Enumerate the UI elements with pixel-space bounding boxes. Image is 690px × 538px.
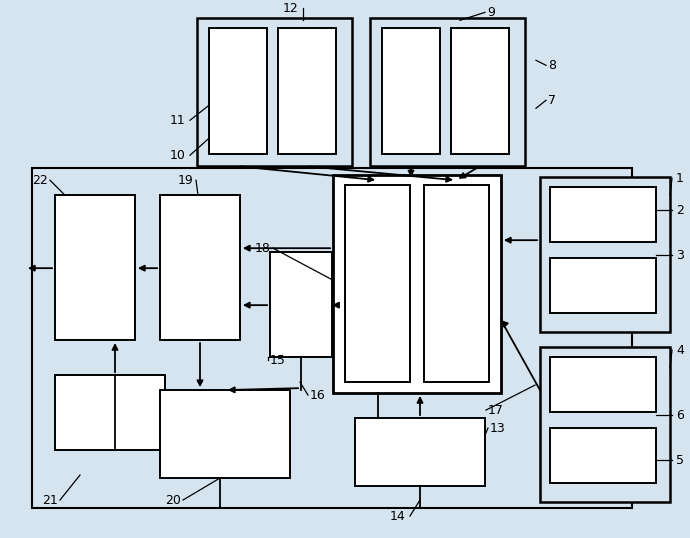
Bar [209,29,267,154]
Text: 6: 6 [676,408,684,422]
Bar [355,418,485,486]
Bar [370,18,525,166]
Bar [550,187,656,242]
Bar [55,375,165,450]
Bar [333,175,501,393]
Bar [270,252,332,357]
Text: 1: 1 [676,172,684,185]
Text: 7: 7 [548,94,556,107]
Text: 14: 14 [390,509,406,522]
Bar [550,428,656,483]
Bar [540,347,670,502]
Bar [160,195,240,340]
Bar [550,357,656,412]
Bar [278,29,336,154]
Text: 4: 4 [676,344,684,357]
Text: 19: 19 [178,174,194,187]
Text: 13: 13 [490,422,506,435]
Text: 3: 3 [676,249,684,261]
Bar [540,177,670,332]
Bar [32,168,632,508]
Text: 18: 18 [255,242,271,254]
Text: 12: 12 [283,2,299,15]
Bar [55,195,135,340]
Text: 16: 16 [310,388,326,401]
Text: 5: 5 [676,454,684,466]
Text: 10: 10 [170,148,186,162]
Bar [382,29,440,154]
Text: 20: 20 [165,493,181,506]
Bar [451,29,509,154]
Bar [424,185,489,382]
Text: 22: 22 [32,174,48,187]
Text: 11: 11 [170,114,186,127]
Bar [160,390,290,478]
Text: 2: 2 [676,204,684,217]
Text: 8: 8 [548,59,556,72]
Text: 17: 17 [488,404,504,416]
Bar [550,258,656,313]
Text: 9: 9 [487,6,495,19]
Text: 21: 21 [42,493,58,506]
Bar [197,18,352,166]
Bar [345,185,410,382]
Text: 15: 15 [270,353,286,366]
